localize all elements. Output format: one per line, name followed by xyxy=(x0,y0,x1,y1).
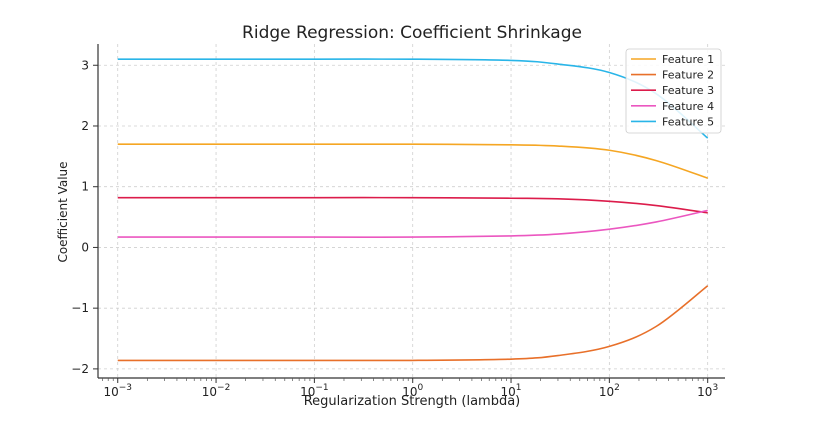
x-tick-label: 10−2 xyxy=(202,383,231,399)
legend-label: Feature 5 xyxy=(662,115,714,128)
y-tick-label: −2 xyxy=(71,362,89,376)
legend-label: Feature 4 xyxy=(662,100,714,113)
grid-layer xyxy=(98,44,725,378)
series-line-feature-2 xyxy=(117,285,709,362)
x-tick-label: 10−1 xyxy=(300,383,329,399)
x-tick-label: 101 xyxy=(501,383,522,399)
x-tick-label: 10−3 xyxy=(103,383,132,399)
legend: Feature 1 Feature 2 Feature 3 Feature 4 Feat… xyxy=(625,48,722,134)
y-tick-label: −1 xyxy=(71,301,89,315)
y-tick-label: 1 xyxy=(81,180,89,194)
legend-label: Feature 2 xyxy=(662,69,714,82)
y-tick-label: 0 xyxy=(81,240,89,254)
series-line-feature-3 xyxy=(117,196,708,214)
y-axis-label: Coefficient Value xyxy=(56,161,70,262)
series-line-feature-4 xyxy=(117,209,708,239)
y-tick-label: 3 xyxy=(81,58,89,72)
legend-label: Feature 3 xyxy=(662,84,714,97)
legend-box xyxy=(625,48,722,134)
x-tick-label: 100 xyxy=(402,383,423,399)
axis-layer: 10−3 10−2 10−1 100 101 102 103 −2 −1 0 1 2 3 xyxy=(71,44,725,399)
x-tick-label: 102 xyxy=(599,383,620,399)
x-axis-label: Regularization Strength (lambda) xyxy=(304,394,521,409)
chart-title: Ridge Regression: Coefficient Shrinkage xyxy=(242,23,582,43)
series-line-feature-1 xyxy=(117,143,708,179)
x-tick-label: 103 xyxy=(697,383,718,399)
y-tick-label: 2 xyxy=(81,119,89,133)
legend-label: Feature 1 xyxy=(662,53,714,66)
